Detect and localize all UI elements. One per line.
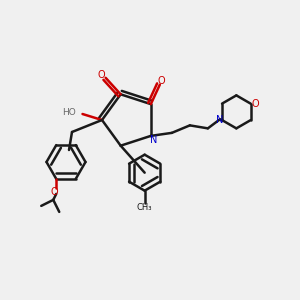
- Text: O: O: [158, 76, 165, 86]
- Text: O: O: [251, 99, 259, 109]
- Text: N: N: [216, 115, 223, 125]
- Text: O: O: [97, 70, 105, 80]
- Text: CH₃: CH₃: [137, 203, 152, 212]
- Text: N: N: [150, 135, 158, 146]
- Text: HO: HO: [62, 108, 76, 117]
- Text: O: O: [51, 188, 59, 197]
